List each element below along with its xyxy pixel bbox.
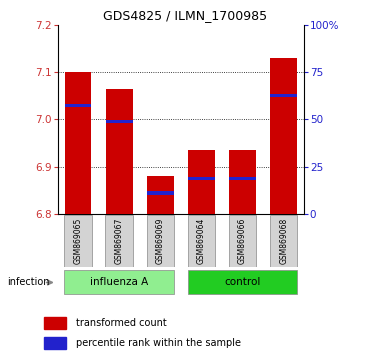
- Bar: [44, 337, 66, 349]
- Text: infection: infection: [7, 278, 50, 287]
- Text: GSM869064: GSM869064: [197, 218, 206, 264]
- Bar: [65, 72, 91, 214]
- Text: influenza A: influenza A: [90, 277, 148, 287]
- Text: GSM869065: GSM869065: [73, 218, 83, 264]
- Text: GSM869068: GSM869068: [279, 218, 288, 264]
- FancyBboxPatch shape: [188, 270, 298, 294]
- Text: GSM869066: GSM869066: [238, 218, 247, 264]
- Bar: [188, 150, 215, 214]
- Bar: [44, 317, 66, 329]
- Text: GSM869069: GSM869069: [156, 218, 165, 264]
- FancyBboxPatch shape: [64, 215, 92, 267]
- FancyBboxPatch shape: [105, 215, 133, 267]
- FancyBboxPatch shape: [188, 215, 215, 267]
- Text: GDS4825 / ILMN_1700985: GDS4825 / ILMN_1700985: [104, 9, 267, 22]
- Bar: [147, 191, 174, 194]
- Bar: [147, 176, 174, 214]
- Bar: [229, 177, 256, 180]
- Text: control: control: [224, 277, 261, 287]
- Bar: [270, 94, 297, 97]
- Bar: [188, 177, 215, 180]
- Bar: [270, 58, 297, 214]
- FancyBboxPatch shape: [270, 215, 298, 267]
- Text: percentile rank within the sample: percentile rank within the sample: [76, 338, 241, 348]
- FancyBboxPatch shape: [64, 270, 174, 294]
- Bar: [106, 120, 132, 124]
- FancyBboxPatch shape: [229, 215, 256, 267]
- FancyBboxPatch shape: [147, 215, 174, 267]
- Bar: [65, 104, 91, 107]
- Text: GSM869067: GSM869067: [115, 218, 124, 264]
- Bar: [106, 89, 132, 214]
- Text: transformed count: transformed count: [76, 318, 167, 328]
- Bar: [229, 150, 256, 214]
